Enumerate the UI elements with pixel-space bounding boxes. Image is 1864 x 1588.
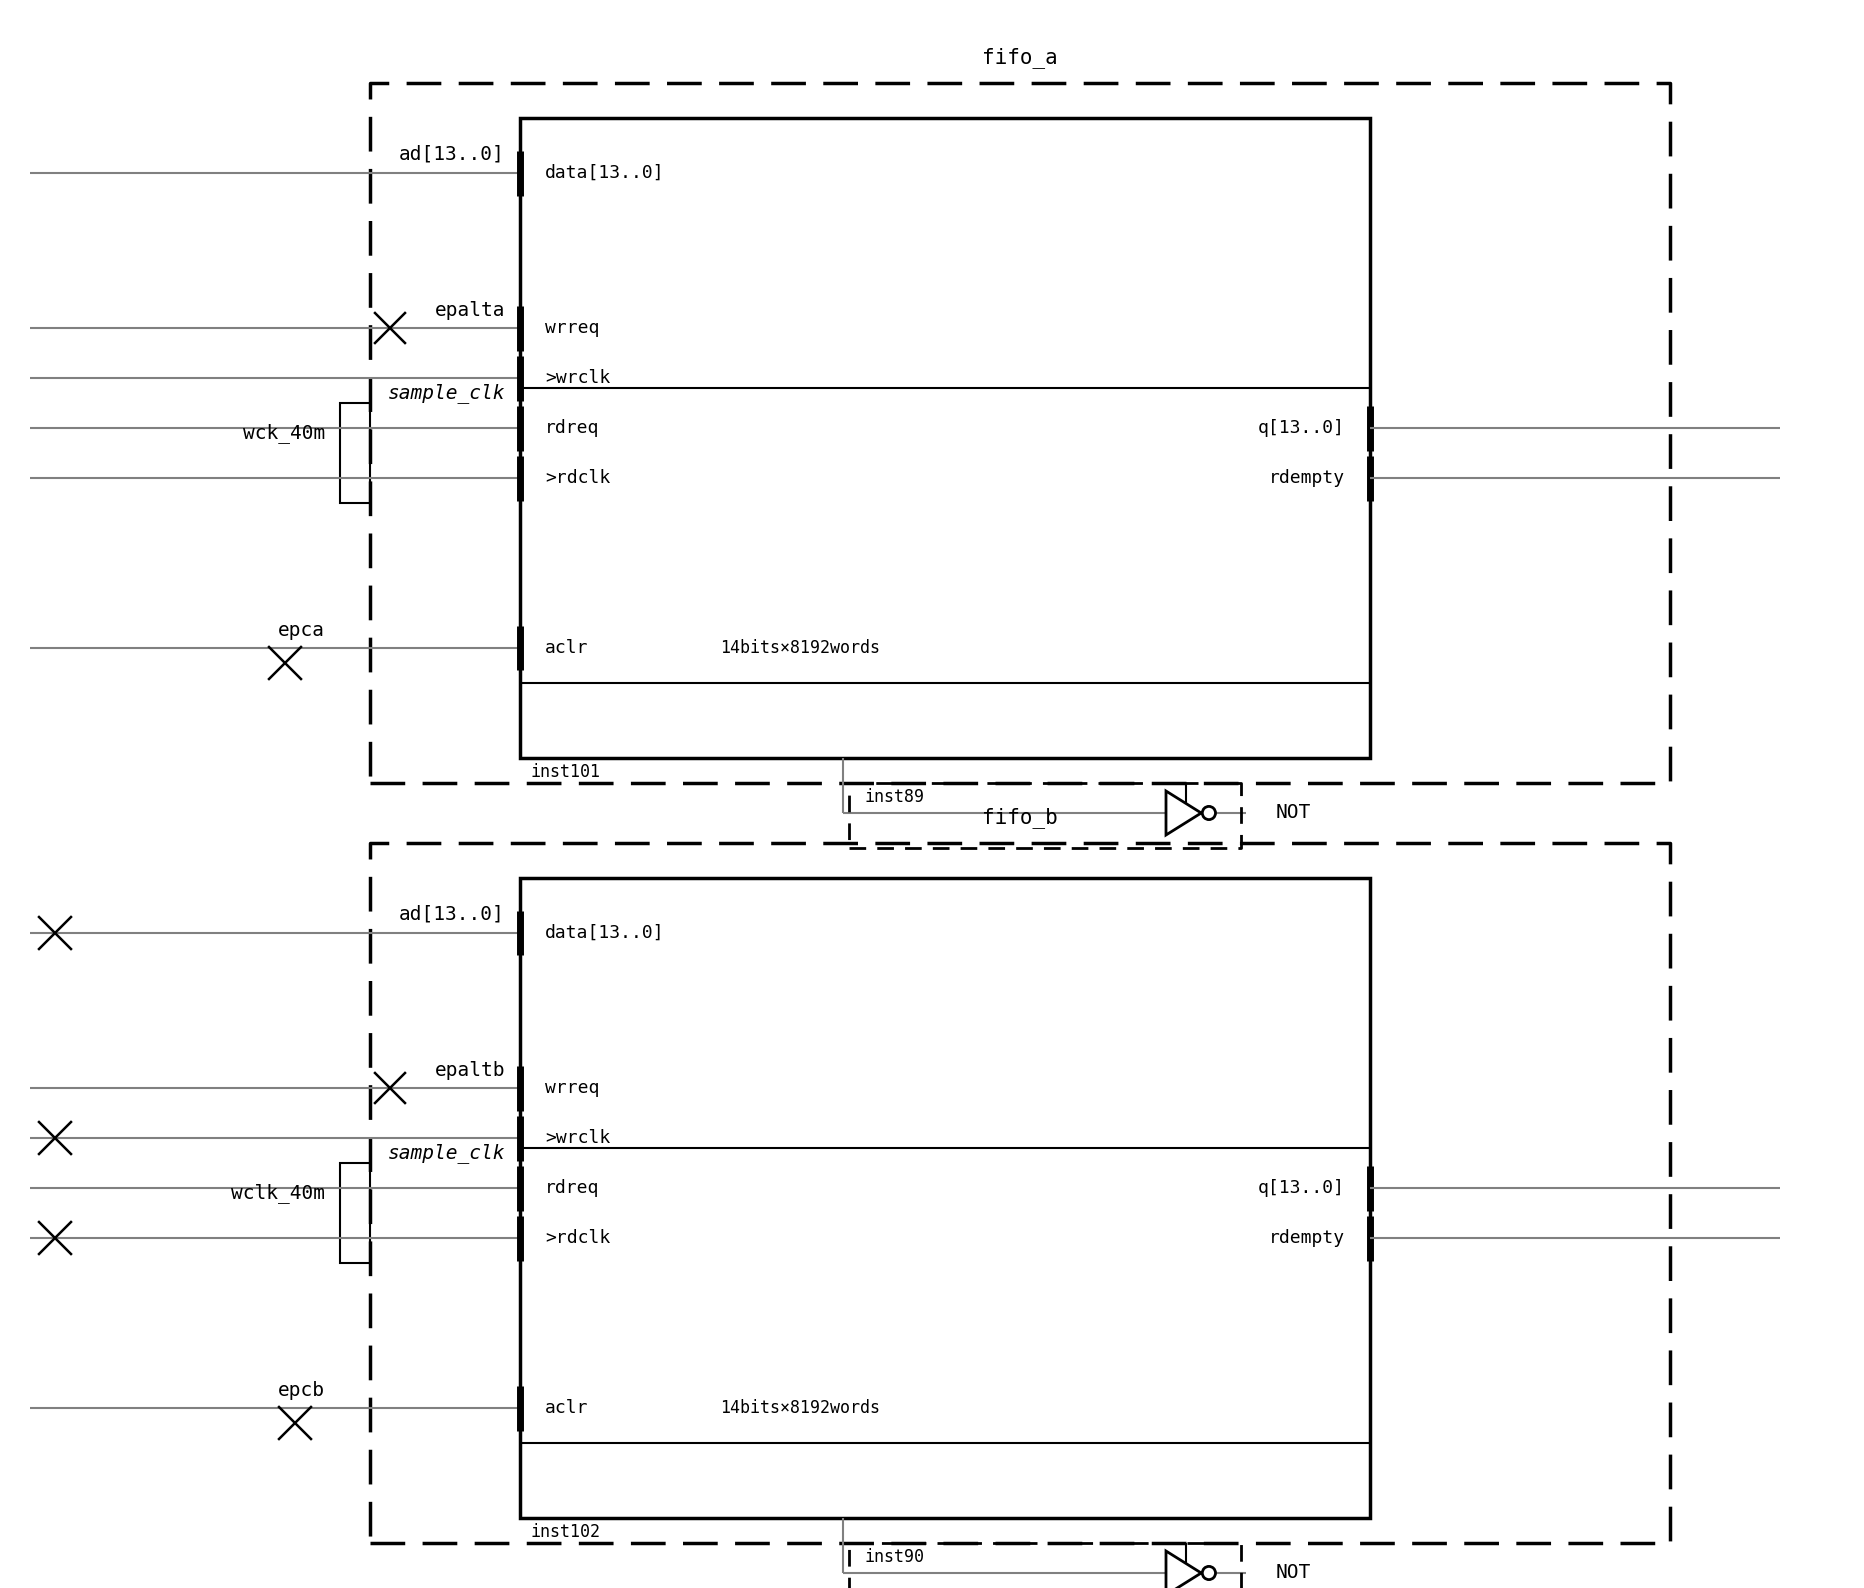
Text: epalta: epalta bbox=[434, 302, 505, 321]
Circle shape bbox=[1202, 807, 1215, 819]
Polygon shape bbox=[1167, 791, 1200, 835]
Text: inst102: inst102 bbox=[529, 1523, 600, 1540]
Text: 14bits×8192words: 14bits×8192words bbox=[720, 638, 880, 657]
Text: inst90: inst90 bbox=[865, 1548, 925, 1566]
Text: NOT: NOT bbox=[1277, 1564, 1310, 1583]
Text: ad[13..0]: ad[13..0] bbox=[399, 904, 505, 923]
Text: 14bits×8192words: 14bits×8192words bbox=[720, 1399, 880, 1416]
Text: fifo_b: fifo_b bbox=[982, 807, 1059, 827]
Text: rdempty: rdempty bbox=[1269, 1229, 1346, 1247]
Text: wrreq: wrreq bbox=[544, 319, 600, 337]
Text: >rdclk: >rdclk bbox=[544, 468, 610, 488]
Text: >rdclk: >rdclk bbox=[544, 1229, 610, 1247]
Polygon shape bbox=[1167, 1551, 1200, 1588]
Text: q[13..0]: q[13..0] bbox=[1258, 419, 1346, 437]
Text: epca: epca bbox=[278, 621, 324, 640]
Text: >wrclk: >wrclk bbox=[544, 1129, 610, 1147]
Text: wck_40m: wck_40m bbox=[242, 422, 324, 443]
Text: aclr: aclr bbox=[544, 638, 589, 657]
Text: NOT: NOT bbox=[1277, 804, 1310, 823]
Text: wrreq: wrreq bbox=[544, 1078, 600, 1097]
Text: sample_clk: sample_clk bbox=[388, 383, 505, 403]
Text: ad[13..0]: ad[13..0] bbox=[399, 145, 505, 164]
Text: rdreq: rdreq bbox=[544, 1178, 600, 1197]
Text: rdempty: rdempty bbox=[1269, 468, 1346, 488]
Text: epcb: epcb bbox=[278, 1382, 324, 1401]
Text: wclk_40m: wclk_40m bbox=[231, 1183, 324, 1204]
Text: aclr: aclr bbox=[544, 1399, 589, 1416]
Text: >wrclk: >wrclk bbox=[544, 368, 610, 387]
Text: data[13..0]: data[13..0] bbox=[544, 924, 665, 942]
Text: inst101: inst101 bbox=[529, 762, 600, 781]
Text: q[13..0]: q[13..0] bbox=[1258, 1178, 1346, 1197]
Text: sample_clk: sample_clk bbox=[388, 1143, 505, 1162]
Bar bbox=[339, 1162, 369, 1262]
Bar bbox=[520, 878, 1370, 1518]
Bar bbox=[339, 403, 369, 503]
Text: epaltb: epaltb bbox=[434, 1061, 505, 1080]
Text: fifo_a: fifo_a bbox=[982, 48, 1059, 68]
Text: data[13..0]: data[13..0] bbox=[544, 164, 665, 183]
Circle shape bbox=[1202, 1566, 1215, 1580]
Bar bbox=[520, 118, 1370, 757]
Text: inst89: inst89 bbox=[865, 788, 925, 807]
Text: rdreq: rdreq bbox=[544, 419, 600, 437]
